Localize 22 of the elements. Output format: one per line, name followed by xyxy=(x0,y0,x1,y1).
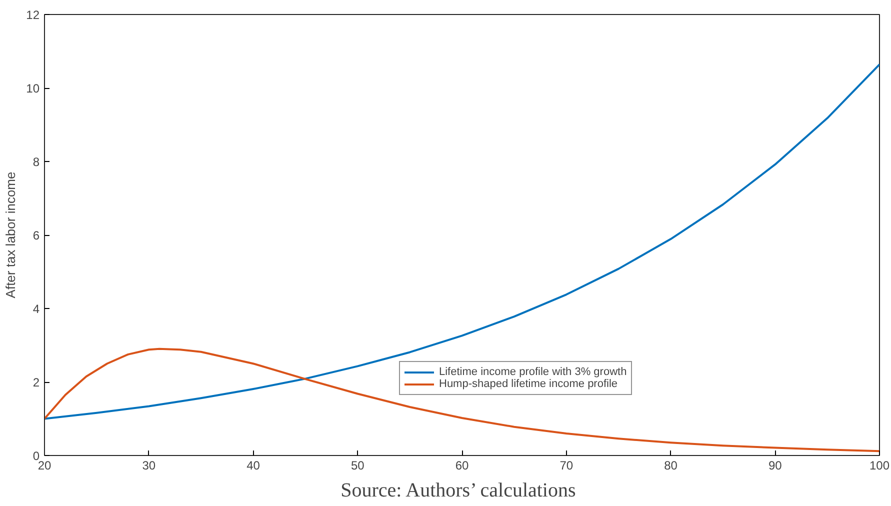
x-tick-label: 100 xyxy=(869,458,890,472)
x-tick-label: 30 xyxy=(142,458,156,472)
y-tick-label: 2 xyxy=(32,376,40,390)
x-tick-label: 50 xyxy=(350,458,365,472)
x-tick-label: 90 xyxy=(768,458,782,472)
y-tick-label: 0 xyxy=(32,449,40,463)
line-series xyxy=(44,63,880,420)
y-tick-label: 8 xyxy=(32,155,40,169)
x-tick-label: 40 xyxy=(246,458,260,472)
line-series xyxy=(44,348,880,452)
x-tick-label: 70 xyxy=(560,458,574,472)
y-tick-label: 6 xyxy=(32,228,40,242)
y-tick-label: 12 xyxy=(26,8,40,22)
x-tick-label: 60 xyxy=(455,458,469,472)
y-tick-label: 4 xyxy=(32,302,40,316)
source-note: Source: Authors’ calculations xyxy=(340,480,576,502)
x-tick-label: 20 xyxy=(38,458,52,472)
x-tick-label: 80 xyxy=(664,458,678,472)
legend-label: Lifetime income profile with 3% growth xyxy=(439,366,627,378)
legend-label: Hump-shaped lifetime income profile xyxy=(439,378,618,390)
y-tick-label: 10 xyxy=(26,82,40,96)
y-axis-title: After tax labor income xyxy=(3,172,18,298)
